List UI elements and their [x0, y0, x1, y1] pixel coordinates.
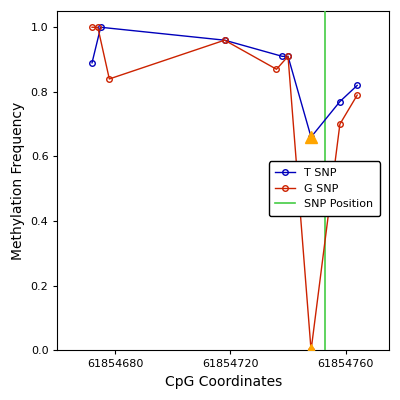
Y-axis label: Methylation Frequency: Methylation Frequency — [11, 102, 25, 260]
Legend: T SNP, G SNP, SNP Position: T SNP, G SNP, SNP Position — [269, 162, 380, 216]
X-axis label: CpG Coordinates: CpG Coordinates — [164, 375, 282, 389]
